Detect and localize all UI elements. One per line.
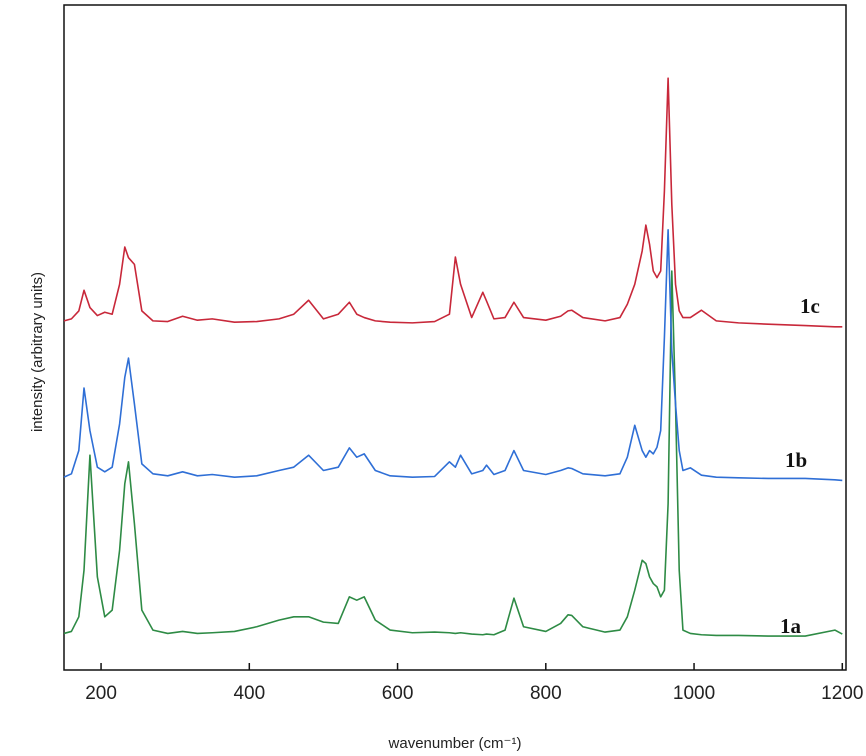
x-axis-label: wavenumber (cm⁻¹) bbox=[388, 735, 522, 752]
plot-frame bbox=[63, 4, 847, 671]
series-label: 1c bbox=[800, 294, 820, 318]
x-tick-label: 600 bbox=[382, 683, 414, 704]
x-tick-label: 1000 bbox=[673, 683, 715, 704]
x-tick-label: 1200 bbox=[821, 683, 863, 704]
spectrum-line bbox=[63, 228, 843, 482]
x-tick-label: 400 bbox=[233, 683, 265, 704]
series-label: 1a bbox=[780, 614, 802, 638]
series-label: 1b bbox=[785, 448, 807, 472]
spectrum-line bbox=[63, 270, 843, 637]
x-tick-label: 200 bbox=[85, 683, 117, 704]
y-axis-label: intensity (arbitrary units) bbox=[29, 272, 46, 432]
spectrum-line bbox=[63, 77, 843, 328]
x-tick-label: 800 bbox=[530, 683, 562, 704]
